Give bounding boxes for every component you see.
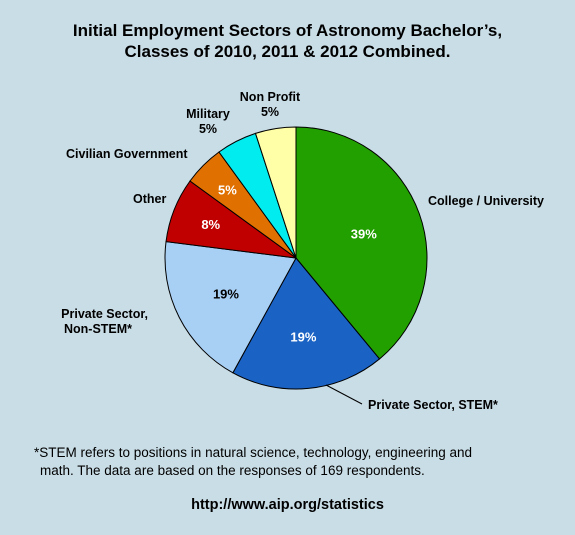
label-military-name: Military — [186, 107, 230, 121]
label-military-value: 5% — [198, 122, 218, 136]
pie-slice-non-profit — [254, 126, 297, 259]
pie-slice-private-sector-stem — [232, 257, 381, 390]
footnote-line-1: *STEM refers to positions in natural sci… — [34, 445, 472, 460]
label-private-sector-stem: Private Sector, STEM* — [368, 398, 498, 412]
value-label-civilian-government: 5% — [218, 182, 237, 197]
value-label-private-sector-non-stem: 19% — [213, 287, 239, 302]
label-civilian-government: Civilian Government — [66, 147, 188, 161]
label-college-university: College / University — [428, 194, 545, 208]
label-private-sector-non-stem: Private Sector, Non-STEM* — [54, 307, 148, 337]
source-link[interactable]: http://www.aip.org/statistics — [191, 497, 384, 513]
footnote-line-2: math. The data are based on the response… — [40, 463, 425, 478]
pie-slice-private-sector-non-stem — [164, 241, 297, 374]
label-non-profit-name: Non Profit — [239, 90, 301, 104]
label-military: Military 5% — [185, 107, 231, 137]
footnote: *STEM refers to positions in natural sci… — [34, 444, 554, 480]
value-label-other: 8% — [201, 217, 220, 232]
label-other: Other — [133, 192, 167, 206]
value-label-private-sector-stem: 19% — [290, 329, 316, 344]
chart-title-line-2: Classes of 2010, 2011 & 2012 Combined. — [124, 42, 451, 61]
label-private-sector-non-stem-line-1: Private Sector, — [61, 307, 148, 321]
value-label-college-university: 39% — [351, 227, 377, 242]
leader-line-private-sector-stem — [325, 384, 363, 405]
label-non-profit: Non Profit 5% — [235, 90, 305, 120]
label-non-profit-value: 5% — [260, 105, 280, 119]
label-private-sector-non-stem-line-2: Non-STEM* — [64, 322, 133, 336]
chart-title-line-1: Initial Employment Sectors of Astronomy … — [72, 21, 503, 40]
pie-slice-college-university — [295, 126, 428, 360]
